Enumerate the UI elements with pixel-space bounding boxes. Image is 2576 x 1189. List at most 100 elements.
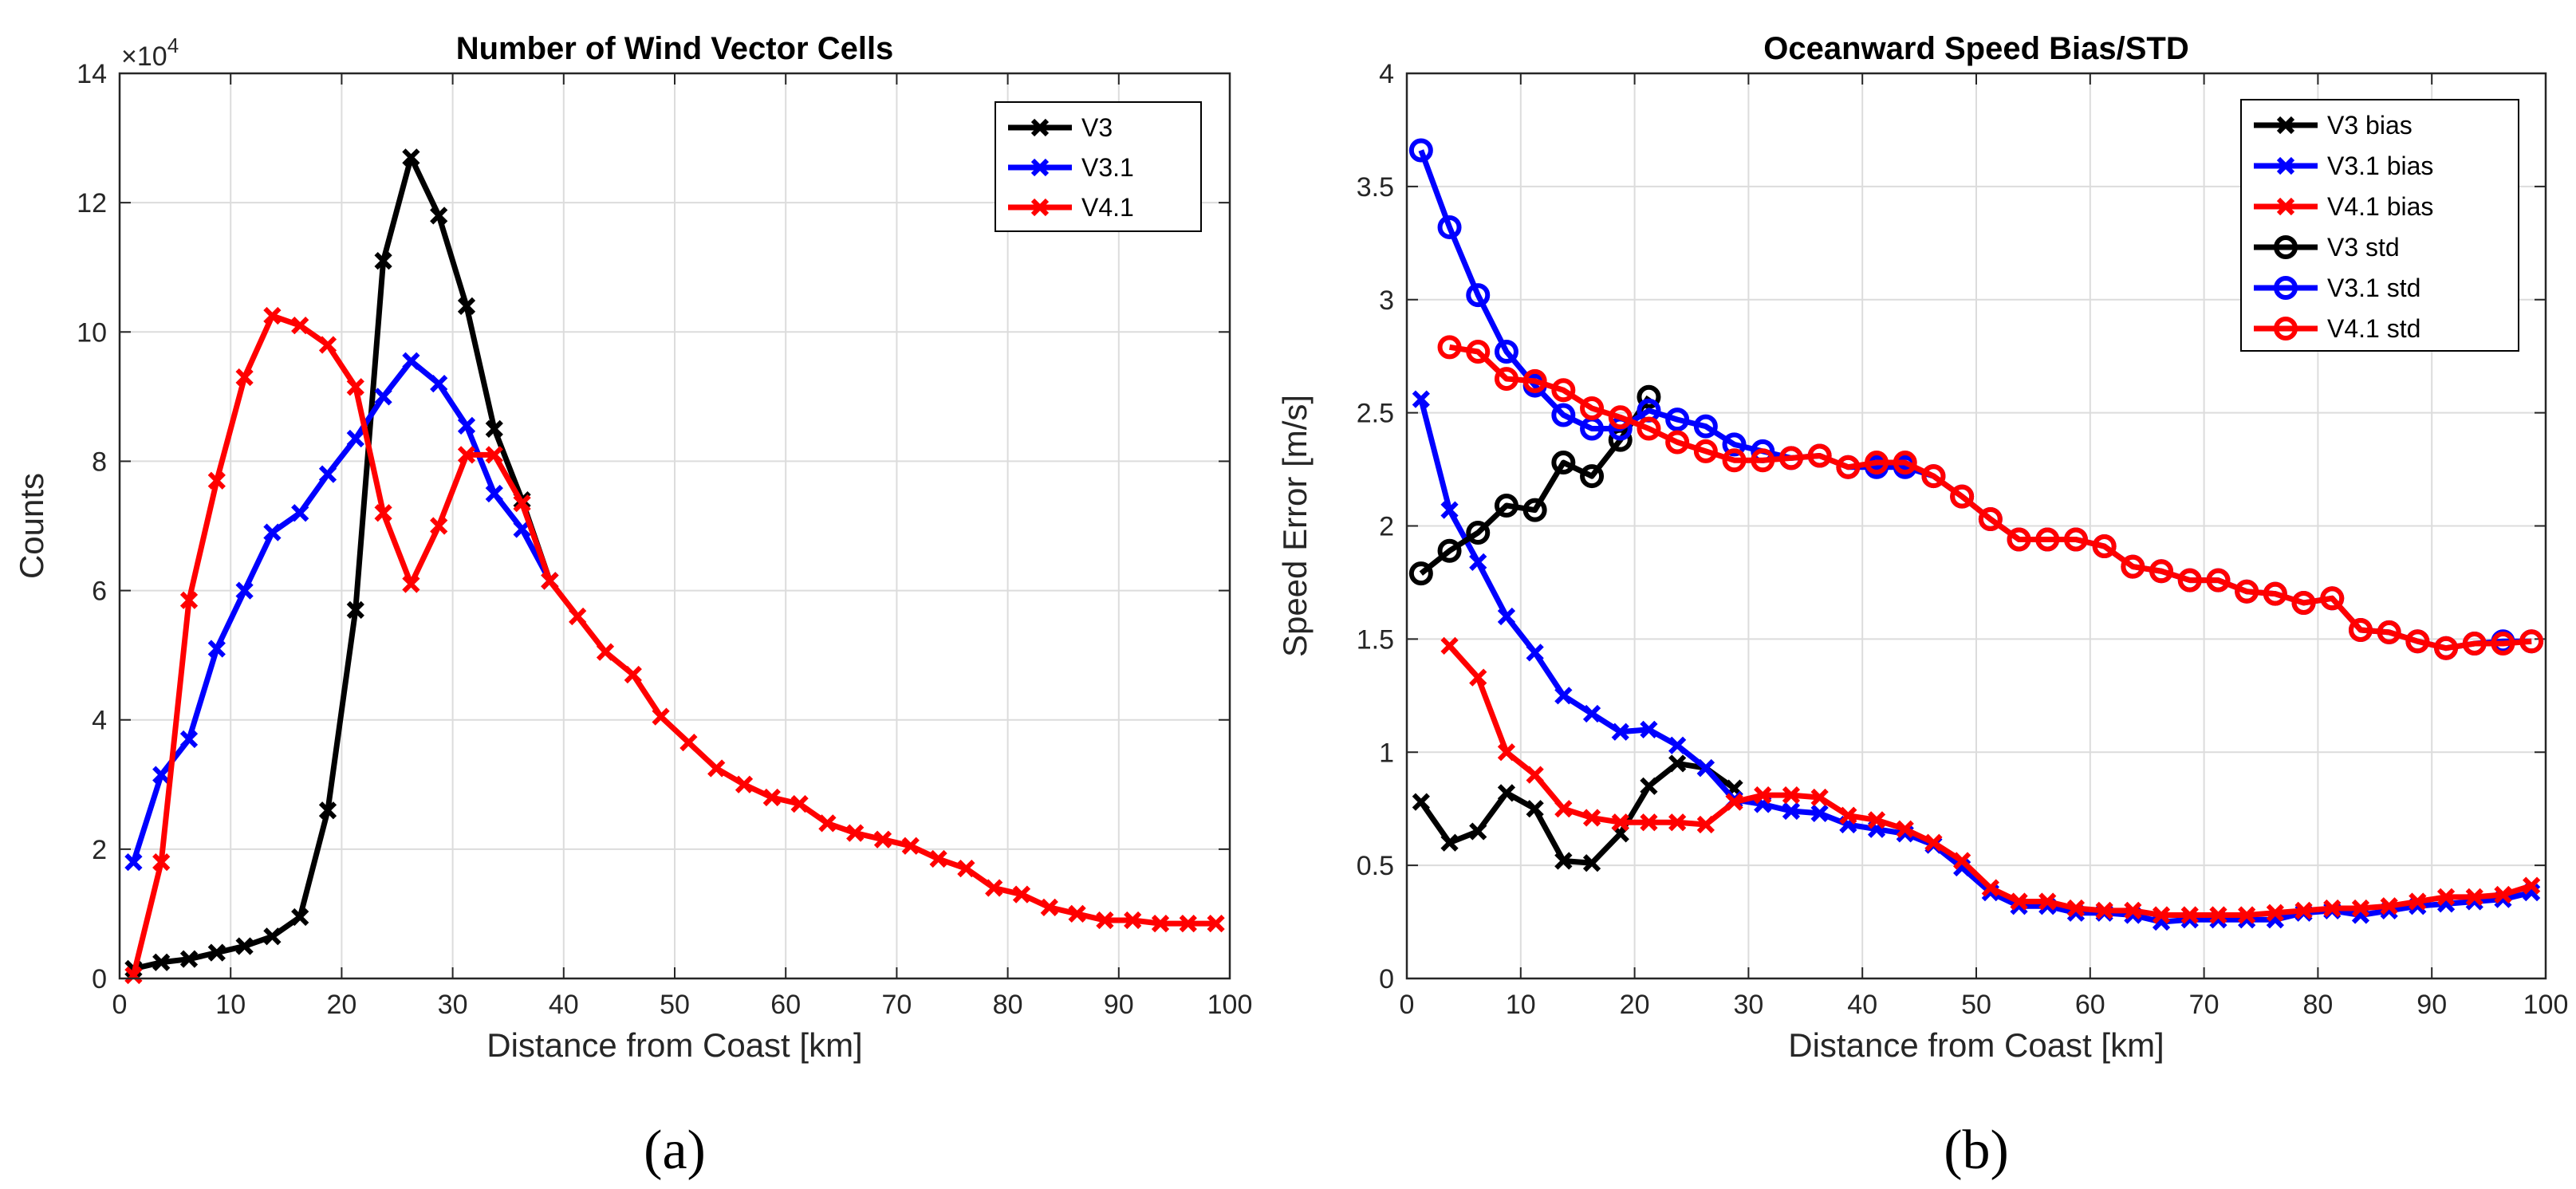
data-point-marker bbox=[541, 572, 559, 590]
data-point-marker bbox=[402, 148, 420, 167]
data-point-marker bbox=[1640, 777, 1658, 795]
data-point-marker bbox=[596, 643, 615, 661]
data-point-marker bbox=[1693, 439, 1718, 463]
data-point-marker bbox=[1151, 914, 1170, 933]
legend-marker bbox=[2274, 276, 2298, 300]
data-point-marker bbox=[291, 907, 309, 927]
x-tick-label: 80 bbox=[2302, 990, 2333, 1020]
y-tick-label: 2.5 bbox=[1357, 399, 1394, 429]
y-tick-label: 4 bbox=[92, 706, 107, 736]
data-point-marker bbox=[1582, 854, 1601, 872]
data-point-marker bbox=[124, 966, 143, 985]
data-point-marker bbox=[1725, 793, 1743, 811]
data-point-marker bbox=[2124, 901, 2142, 920]
data-point-marker bbox=[2038, 892, 2057, 911]
data-point-marker bbox=[2494, 885, 2512, 904]
data-point-marker bbox=[1412, 793, 1430, 811]
x-tick-label: 40 bbox=[1847, 990, 1877, 1020]
x-axis-label: Distance from Coast [km] bbox=[1788, 1026, 2164, 1064]
x-tick-label: 20 bbox=[1620, 990, 1650, 1020]
data-point-marker bbox=[1497, 784, 1516, 802]
y-tick-label: 6 bbox=[92, 577, 107, 607]
data-point-marker bbox=[2465, 888, 2483, 906]
data-point-marker bbox=[846, 824, 865, 842]
data-point-marker bbox=[457, 446, 476, 464]
axis-ticks: 0 10 20 30 40 50 60 70 80 90 100 0 0.5 1 1.5 2 2.5 3 3.5 4 bbox=[1357, 59, 2569, 1020]
data-point-marker bbox=[2235, 579, 2259, 604]
data-point-marker bbox=[402, 352, 420, 370]
data-point-marker bbox=[1696, 815, 1715, 834]
x-tick-label: 50 bbox=[660, 990, 690, 1020]
data-point-marker bbox=[2035, 527, 2060, 552]
data-point-marker bbox=[1068, 904, 1086, 923]
data-point-marker bbox=[929, 849, 947, 868]
legend-marker bbox=[2274, 235, 2298, 259]
y-tick-label: 0 bbox=[92, 964, 107, 994]
data-point-marker bbox=[1782, 801, 1801, 821]
x-tick-label: 90 bbox=[1104, 990, 1134, 1020]
data-point-marker bbox=[1408, 138, 1433, 163]
data-point-marker bbox=[2152, 906, 2171, 924]
data-point-marker bbox=[1637, 416, 1661, 441]
data-point-marker bbox=[1522, 498, 1547, 522]
data-point-marker bbox=[1440, 833, 1459, 852]
legend-marker bbox=[1030, 118, 1050, 137]
data-point-marker bbox=[873, 830, 892, 848]
data-point-marker bbox=[346, 600, 364, 620]
y-axis-label: Speed Error [m/s] bbox=[1276, 395, 1314, 657]
data-point-marker bbox=[2436, 888, 2456, 906]
data-point-marker bbox=[735, 775, 754, 793]
legend-entry: V3.1 std bbox=[2327, 274, 2420, 302]
y-tick-label: 0.5 bbox=[1357, 851, 1394, 881]
series-v4-1 bbox=[124, 306, 1225, 985]
data-point-marker bbox=[207, 943, 226, 962]
series-v4-1-std bbox=[1437, 335, 2544, 660]
data-point-marker bbox=[2238, 906, 2256, 924]
data-point-marker bbox=[2291, 590, 2316, 615]
axes-box bbox=[1405, 72, 2547, 980]
data-point-marker bbox=[1722, 432, 1747, 457]
data-point-marker bbox=[207, 471, 226, 490]
data-point-marker bbox=[2377, 620, 2401, 644]
data-point-marker bbox=[402, 575, 420, 593]
data-point-marker bbox=[2405, 629, 2430, 654]
data-point-marker bbox=[1040, 898, 1058, 916]
data-point-marker bbox=[1751, 448, 1775, 473]
data-point-marker bbox=[1778, 446, 1803, 470]
legend-marker bbox=[2276, 156, 2295, 175]
data-point-marker bbox=[569, 607, 587, 626]
y-tick-label: 3.5 bbox=[1357, 172, 1394, 203]
x-tick-label: 100 bbox=[2523, 990, 2569, 1020]
x-tick-label: 70 bbox=[881, 990, 912, 1020]
data-point-marker bbox=[1668, 754, 1687, 773]
data-point-marker bbox=[1466, 521, 1491, 545]
data-point-marker bbox=[235, 937, 254, 955]
data-point-marker bbox=[1810, 804, 1829, 822]
x-tick-label: 30 bbox=[1733, 990, 1763, 1020]
data-point-marker bbox=[818, 814, 837, 833]
data-point-marker bbox=[1440, 636, 1459, 656]
data-point-marker bbox=[679, 733, 698, 752]
data-point-marker bbox=[263, 927, 282, 946]
data-point-marker bbox=[1494, 493, 1518, 518]
data-point-marker bbox=[1921, 464, 1946, 489]
legend: V3 V3.1 V4.1 bbox=[995, 101, 1202, 232]
data-point-marker bbox=[374, 251, 392, 270]
x-tick-label: 80 bbox=[993, 990, 1023, 1020]
data-point-marker bbox=[1437, 335, 1462, 360]
data-point-marker bbox=[513, 494, 531, 513]
data-point-marker bbox=[1469, 668, 1487, 687]
data-point-marker bbox=[2266, 904, 2284, 922]
data-point-marker bbox=[485, 419, 503, 439]
x-tick-label: 0 bbox=[1400, 990, 1415, 1020]
data-point-marker bbox=[1950, 484, 1975, 509]
data-point-marker bbox=[1640, 720, 1658, 738]
data-point-marker bbox=[374, 388, 392, 406]
y-exponent-base: ×10 bbox=[121, 41, 167, 72]
data-point-marker bbox=[291, 317, 309, 335]
data-point-marker bbox=[2206, 568, 2231, 593]
data-point-marker bbox=[1810, 788, 1829, 807]
data-point-marker bbox=[235, 368, 254, 387]
